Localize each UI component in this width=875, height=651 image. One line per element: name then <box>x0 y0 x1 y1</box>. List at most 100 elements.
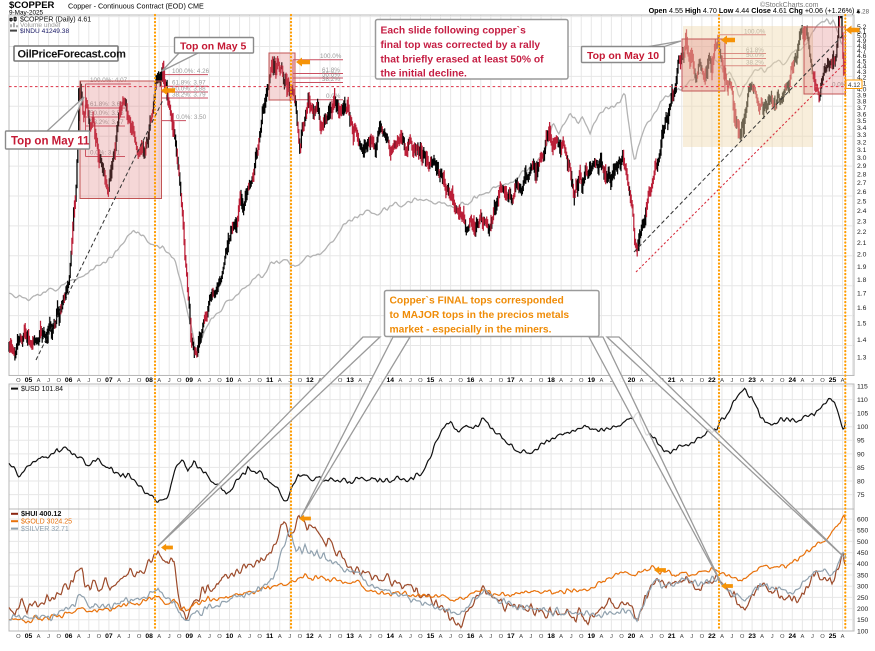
svg-text:J: J <box>168 634 171 640</box>
svg-text:11: 11 <box>266 633 273 640</box>
svg-text:12: 12 <box>306 633 314 640</box>
svg-text:09: 09 <box>186 377 194 384</box>
svg-text:O: O <box>418 378 423 384</box>
svg-text:$GOLD 3024.25: $GOLD 3024.25 <box>21 519 72 526</box>
svg-text:3.8: 3.8 <box>857 99 867 106</box>
svg-text:J: J <box>47 634 50 640</box>
svg-text:J: J <box>811 634 814 640</box>
svg-text:O: O <box>579 634 584 640</box>
svg-text:J: J <box>449 378 452 384</box>
svg-text:0.0%: 3.50: 0.0%: 3.50 <box>176 114 207 121</box>
svg-text:Copper - Continuous Contract (: Copper - Continuous Contract (EOD) CME <box>68 2 204 11</box>
svg-text:O: O <box>780 378 785 384</box>
svg-text:Each slide following copper`s: Each slide following copper`s <box>381 26 527 37</box>
svg-text:Open 4.55 High 4.70 Low 4.44 C: Open 4.55 High 4.70 Low 4.44 Close 4.61 … <box>649 6 861 15</box>
svg-text:10: 10 <box>226 633 234 640</box>
svg-text:A: A <box>760 634 764 640</box>
svg-text:J: J <box>489 634 492 640</box>
svg-text:15: 15 <box>427 633 435 640</box>
svg-text:3.9: 3.9 <box>857 92 867 99</box>
svg-text:21: 21 <box>668 377 676 384</box>
svg-text:61.8%: 61.8% <box>746 47 764 54</box>
svg-text:O: O <box>97 634 102 640</box>
svg-text:110: 110 <box>857 397 868 404</box>
svg-text:O: O <box>820 378 825 384</box>
svg-text:Top on May 11: Top on May 11 <box>11 136 90 148</box>
svg-text:A: A <box>841 634 845 640</box>
svg-text:O: O <box>579 378 584 384</box>
svg-text:J: J <box>610 378 613 384</box>
svg-text:A: A <box>197 378 201 384</box>
svg-text:J: J <box>248 378 251 384</box>
svg-text:O: O <box>137 378 142 384</box>
svg-text:J: J <box>771 378 774 384</box>
svg-text:A: A <box>157 634 161 640</box>
svg-text:3.6: 3.6 <box>857 112 867 119</box>
svg-text:A: A <box>37 634 41 640</box>
svg-text:O: O <box>16 378 21 384</box>
svg-text:200: 200 <box>857 606 869 613</box>
svg-text:J: J <box>731 378 734 384</box>
svg-text:J: J <box>329 634 332 640</box>
svg-text:O: O <box>700 378 705 384</box>
svg-text:50.0%: 3.88: 50.0%: 3.88 <box>172 86 206 93</box>
svg-text:A: A <box>238 634 242 640</box>
svg-text:21: 21 <box>668 633 676 640</box>
svg-text:3.1: 3.1 <box>857 147 867 154</box>
svg-text:23: 23 <box>748 377 756 384</box>
svg-text:O: O <box>458 378 463 384</box>
svg-text:Top on May 10: Top on May 10 <box>587 50 659 62</box>
svg-text:75: 75 <box>857 492 865 499</box>
svg-text:4.6: 4.6 <box>857 53 867 60</box>
svg-text:2.9: 2.9 <box>857 163 867 170</box>
svg-text:23: 23 <box>748 633 756 640</box>
svg-text:A: A <box>599 634 603 640</box>
svg-text:A: A <box>640 634 644 640</box>
svg-text:J: J <box>128 378 131 384</box>
svg-text:O: O <box>338 378 343 384</box>
svg-text:A: A <box>439 378 443 384</box>
svg-text:61.8%: 3.97: 61.8%: 3.97 <box>172 80 206 87</box>
svg-text:400: 400 <box>857 561 869 568</box>
svg-text:Top on May 5: Top on May 5 <box>180 41 246 53</box>
svg-text:O: O <box>56 378 61 384</box>
svg-text:1.6: 1.6 <box>857 305 867 312</box>
svg-text:4.5: 4.5 <box>857 58 867 65</box>
svg-text:13: 13 <box>346 633 354 640</box>
svg-text:J: J <box>288 378 291 384</box>
svg-text:O: O <box>740 634 745 640</box>
svg-text:J: J <box>47 378 50 384</box>
svg-text:25: 25 <box>829 633 837 640</box>
svg-text:Volume undef: Volume undef <box>20 22 60 29</box>
svg-text:90: 90 <box>857 451 865 458</box>
svg-text:O: O <box>257 634 262 640</box>
svg-text:20: 20 <box>628 377 636 384</box>
svg-text:$HUI 400.12: $HUI 400.12 <box>21 509 61 518</box>
svg-text:A: A <box>398 378 402 384</box>
svg-text:$COPPER: $COPPER <box>9 0 55 11</box>
svg-text:O: O <box>56 634 61 640</box>
svg-text:115: 115 <box>857 383 868 390</box>
svg-text:13: 13 <box>346 377 354 384</box>
svg-text:J: J <box>530 378 533 384</box>
svg-text:A: A <box>841 378 845 384</box>
svg-text:450: 450 <box>857 550 869 557</box>
svg-text:O: O <box>137 634 142 640</box>
svg-text:J: J <box>731 634 734 640</box>
svg-text:17: 17 <box>507 377 515 384</box>
svg-text:06: 06 <box>65 633 73 640</box>
svg-text:the initial decline.: the initial decline. <box>381 69 468 80</box>
svg-text:20: 20 <box>628 633 636 640</box>
svg-text:$COPPER (Daily) 4.61: $COPPER (Daily) 4.61 <box>20 16 91 23</box>
svg-text:J: J <box>369 634 372 640</box>
svg-text:A: A <box>157 378 161 384</box>
svg-text:100.0%: 4.26: 100.0%: 4.26 <box>172 68 210 75</box>
svg-text:O: O <box>257 378 262 384</box>
svg-text:A: A <box>278 378 282 384</box>
svg-text:0.0%: 0.0% <box>832 82 847 89</box>
svg-text:4.4: 4.4 <box>857 64 867 71</box>
svg-text:2.5: 2.5 <box>857 199 867 206</box>
svg-text:J: J <box>288 634 291 640</box>
svg-text:A: A <box>117 634 121 640</box>
svg-text:that briefly erased at least 5: that briefly erased at least 50% of <box>381 54 545 65</box>
